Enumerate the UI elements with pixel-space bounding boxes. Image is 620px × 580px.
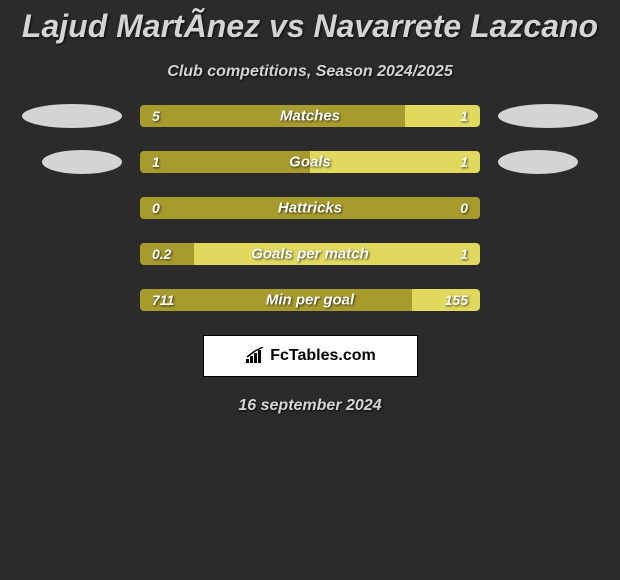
spacer <box>498 196 598 220</box>
stat-value-right: 0 <box>460 200 468 216</box>
attribution-text: FcTables.com <box>270 347 376 365</box>
spacer <box>498 242 598 266</box>
stat-value-left: 5 <box>152 108 160 124</box>
stat-value-right: 1 <box>460 246 468 262</box>
bar-segment-right <box>310 151 480 173</box>
stat-bar: 0 0 Hattricks <box>140 197 480 219</box>
spacer <box>22 196 122 220</box>
stat-label: Min per goal <box>266 292 354 309</box>
page-title: Lajud MartÃ­nez vs Navarrete Lazcano <box>0 8 620 45</box>
stat-bar: 711 155 Min per goal <box>140 289 480 311</box>
spacer <box>498 288 598 312</box>
date: 16 september 2024 <box>0 397 620 415</box>
stat-value-right: 1 <box>460 154 468 170</box>
stat-value-left: 0.2 <box>152 246 171 262</box>
stat-row: 0 0 Hattricks <box>0 197 620 219</box>
stat-label: Matches <box>280 108 340 125</box>
stat-bar: 5 1 Matches <box>140 105 480 127</box>
player-ellipse-left <box>22 104 122 128</box>
stat-row: 5 1 Matches <box>0 105 620 127</box>
stat-label: Goals <box>289 154 331 171</box>
stat-label: Hattricks <box>278 200 342 217</box>
chart-icon <box>244 347 266 365</box>
stat-value-right: 1 <box>460 108 468 124</box>
stat-value-right: 155 <box>445 292 468 308</box>
player-ellipse-right <box>498 150 578 174</box>
bar-segment-right <box>405 105 480 127</box>
player-ellipse-right <box>498 104 598 128</box>
attribution-box: FcTables.com <box>203 335 418 377</box>
subtitle: Club competitions, Season 2024/2025 <box>0 63 620 81</box>
player-ellipse-left <box>42 150 122 174</box>
stat-value-left: 0 <box>152 200 160 216</box>
bar-segment-left <box>140 151 310 173</box>
stat-row: 711 155 Min per goal <box>0 289 620 311</box>
stat-row: 0.2 1 Goals per match <box>0 243 620 265</box>
spacer <box>22 288 122 312</box>
stat-bar: 0.2 1 Goals per match <box>140 243 480 265</box>
bar-segment-left <box>140 105 405 127</box>
stat-row: 1 1 Goals <box>0 151 620 173</box>
stat-value-left: 1 <box>152 154 160 170</box>
spacer <box>22 242 122 266</box>
stat-value-left: 711 <box>152 292 174 308</box>
attribution-content: FcTables.com <box>244 347 376 365</box>
stat-bar: 1 1 Goals <box>140 151 480 173</box>
infographic-container: Lajud MartÃ­nez vs Navarrete Lazcano Clu… <box>0 0 620 415</box>
stats-area: 5 1 Matches 1 1 Goals 0 0 Hattricks 0.2 1 Goals per… <box>0 105 620 311</box>
stat-label: Goals per match <box>251 246 369 263</box>
